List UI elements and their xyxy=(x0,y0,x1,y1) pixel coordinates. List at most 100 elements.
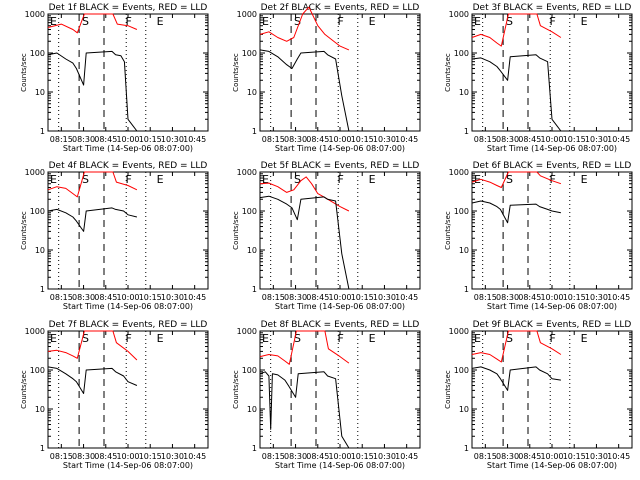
x-tick-label: 10:45 xyxy=(183,293,206,302)
x-tick-label: 08:45 xyxy=(518,293,541,302)
y-axis-label: Counts/sec xyxy=(232,211,240,250)
x-tick-label: 08:30 xyxy=(496,293,519,302)
y-tick-label: 1 xyxy=(40,444,45,453)
x-axis-label: Start Time (14-Sep-06 08:07:00) xyxy=(63,461,193,470)
series-lld-line xyxy=(471,13,562,47)
event-marker-label: E xyxy=(262,332,269,345)
event-marker-label: E xyxy=(262,173,269,186)
y-tick-label: 1 xyxy=(252,444,257,453)
x-tick-label: 10:45 xyxy=(607,452,630,461)
x-tick-label: 10:45 xyxy=(395,452,418,461)
y-tick-label: 1000 xyxy=(449,327,469,336)
y-tick-label: 100 xyxy=(454,49,469,58)
x-tick-label: 08:45 xyxy=(518,135,541,144)
panel-title: Det 1f BLACK = Events, RED = LLD xyxy=(49,3,208,13)
event-marker-label: S xyxy=(294,15,301,28)
panel-det-6: Det 6f BLACK = Events, RED = LLD 1 10 100 10… xyxy=(444,161,633,311)
event-marker-label: F xyxy=(338,332,344,345)
panel-title: Det 4f BLACK = Events, RED = LLD xyxy=(49,161,208,171)
x-tick-label: 08:30 xyxy=(496,452,519,461)
x-tick-label: 10:00 xyxy=(328,135,351,144)
y-tick-label: 1000 xyxy=(237,168,257,177)
y-tick-label: 1000 xyxy=(25,327,45,336)
x-tick-label: 10:30 xyxy=(585,293,608,302)
x-tick-label: 10:15 xyxy=(351,135,374,144)
y-tick-label: 10 xyxy=(35,405,45,414)
x-tick-label: 10:00 xyxy=(116,135,139,144)
event-marker-label: E xyxy=(262,15,269,28)
x-tick-label: 10:45 xyxy=(607,293,630,302)
y-axis-label: Counts/sec xyxy=(444,370,452,409)
event-marker-label: E xyxy=(50,332,57,345)
event-marker-label: E xyxy=(581,173,588,186)
y-axis-label: Counts/sec xyxy=(232,53,240,92)
event-marker-label: E xyxy=(50,15,57,28)
plot-frame xyxy=(47,330,209,449)
x-tick-label: 10:15 xyxy=(139,293,162,302)
event-marker-label: E xyxy=(157,15,164,28)
event-marker-label: F xyxy=(338,173,344,186)
y-tick-label: 1000 xyxy=(237,327,257,336)
event-marker-label: E xyxy=(474,332,481,345)
x-tick-label: 10:00 xyxy=(540,293,563,302)
event-marker-label: F xyxy=(550,173,556,186)
y-tick-label: 10 xyxy=(35,246,45,255)
panel-title: Det 6f BLACK = Events, RED = LLD xyxy=(473,161,632,171)
x-tick-label: 10:30 xyxy=(161,135,184,144)
x-tick-label: 08:30 xyxy=(72,293,95,302)
x-tick-label: 08:45 xyxy=(518,452,541,461)
x-tick-label: 10:15 xyxy=(139,135,162,144)
series-events-line xyxy=(471,200,561,224)
plot-frame xyxy=(259,171,421,290)
x-tick-label: 10:30 xyxy=(161,452,184,461)
panel-det-3: Det 3f BLACK = Events, RED = LLD 1 10 100 10… xyxy=(444,3,633,153)
x-tick-label: 08:30 xyxy=(496,135,519,144)
series-lld-line xyxy=(259,330,350,365)
x-tick-label: 10:00 xyxy=(540,452,563,461)
x-tick-label: 08:30 xyxy=(72,452,95,461)
y-tick-label: 100 xyxy=(242,49,257,58)
event-marker-label: S xyxy=(82,173,89,186)
x-tick-label: 10:45 xyxy=(183,135,206,144)
y-tick-label: 1 xyxy=(252,285,257,294)
event-marker-label: F xyxy=(126,15,132,28)
x-tick-label: 08:30 xyxy=(284,452,307,461)
series-lld-line xyxy=(47,171,138,198)
x-tick-label: 10:45 xyxy=(395,135,418,144)
y-tick-label: 1000 xyxy=(449,10,469,19)
x-axis-label: Start Time (14-Sep-06 08:07:00) xyxy=(275,302,405,311)
x-tick-label: 10:45 xyxy=(183,452,206,461)
event-marker-label: E xyxy=(157,173,164,186)
x-tick-label: 10:15 xyxy=(563,293,586,302)
y-tick-label: 10 xyxy=(459,88,469,97)
event-marker-label: F xyxy=(126,173,132,186)
panel-det-7: Det 7f BLACK = Events, RED = LLD 1 10 100 10… xyxy=(20,320,209,470)
y-tick-label: 10 xyxy=(247,405,257,414)
x-tick-label: 08:30 xyxy=(284,135,307,144)
x-tick-label: 10:15 xyxy=(563,452,586,461)
panel-det-1: Det 1f BLACK = Events, RED = LLD 1 10 100 10… xyxy=(20,3,209,153)
event-marker-label: S xyxy=(294,332,301,345)
x-tick-label: 10:30 xyxy=(585,135,608,144)
panel-det-2: Det 2f BLACK = Events, RED = LLD 1 10 100 10… xyxy=(232,3,421,153)
plot-frame xyxy=(259,13,421,132)
series-lld-line xyxy=(47,13,138,34)
y-tick-label: 1000 xyxy=(25,168,45,177)
panel-title: Det 9f BLACK = Events, RED = LLD xyxy=(473,320,632,330)
event-marker-label: S xyxy=(506,15,513,28)
x-tick-label: 10:00 xyxy=(116,452,139,461)
y-tick-label: 1 xyxy=(40,285,45,294)
y-tick-label: 10 xyxy=(459,246,469,255)
x-tick-label: 10:15 xyxy=(351,293,374,302)
series-events-line xyxy=(259,371,350,449)
event-marker-label: F xyxy=(338,15,344,28)
x-tick-label: 10:30 xyxy=(585,452,608,461)
x-tick-label: 10:30 xyxy=(161,293,184,302)
event-marker-label: F xyxy=(550,15,556,28)
x-tick-label: 08:15 xyxy=(262,452,285,461)
y-tick-label: 1 xyxy=(40,127,45,136)
x-tick-label: 08:15 xyxy=(50,135,73,144)
y-tick-label: 100 xyxy=(30,49,45,58)
y-tick-label: 100 xyxy=(30,366,45,375)
y-tick-label: 10 xyxy=(247,246,257,255)
